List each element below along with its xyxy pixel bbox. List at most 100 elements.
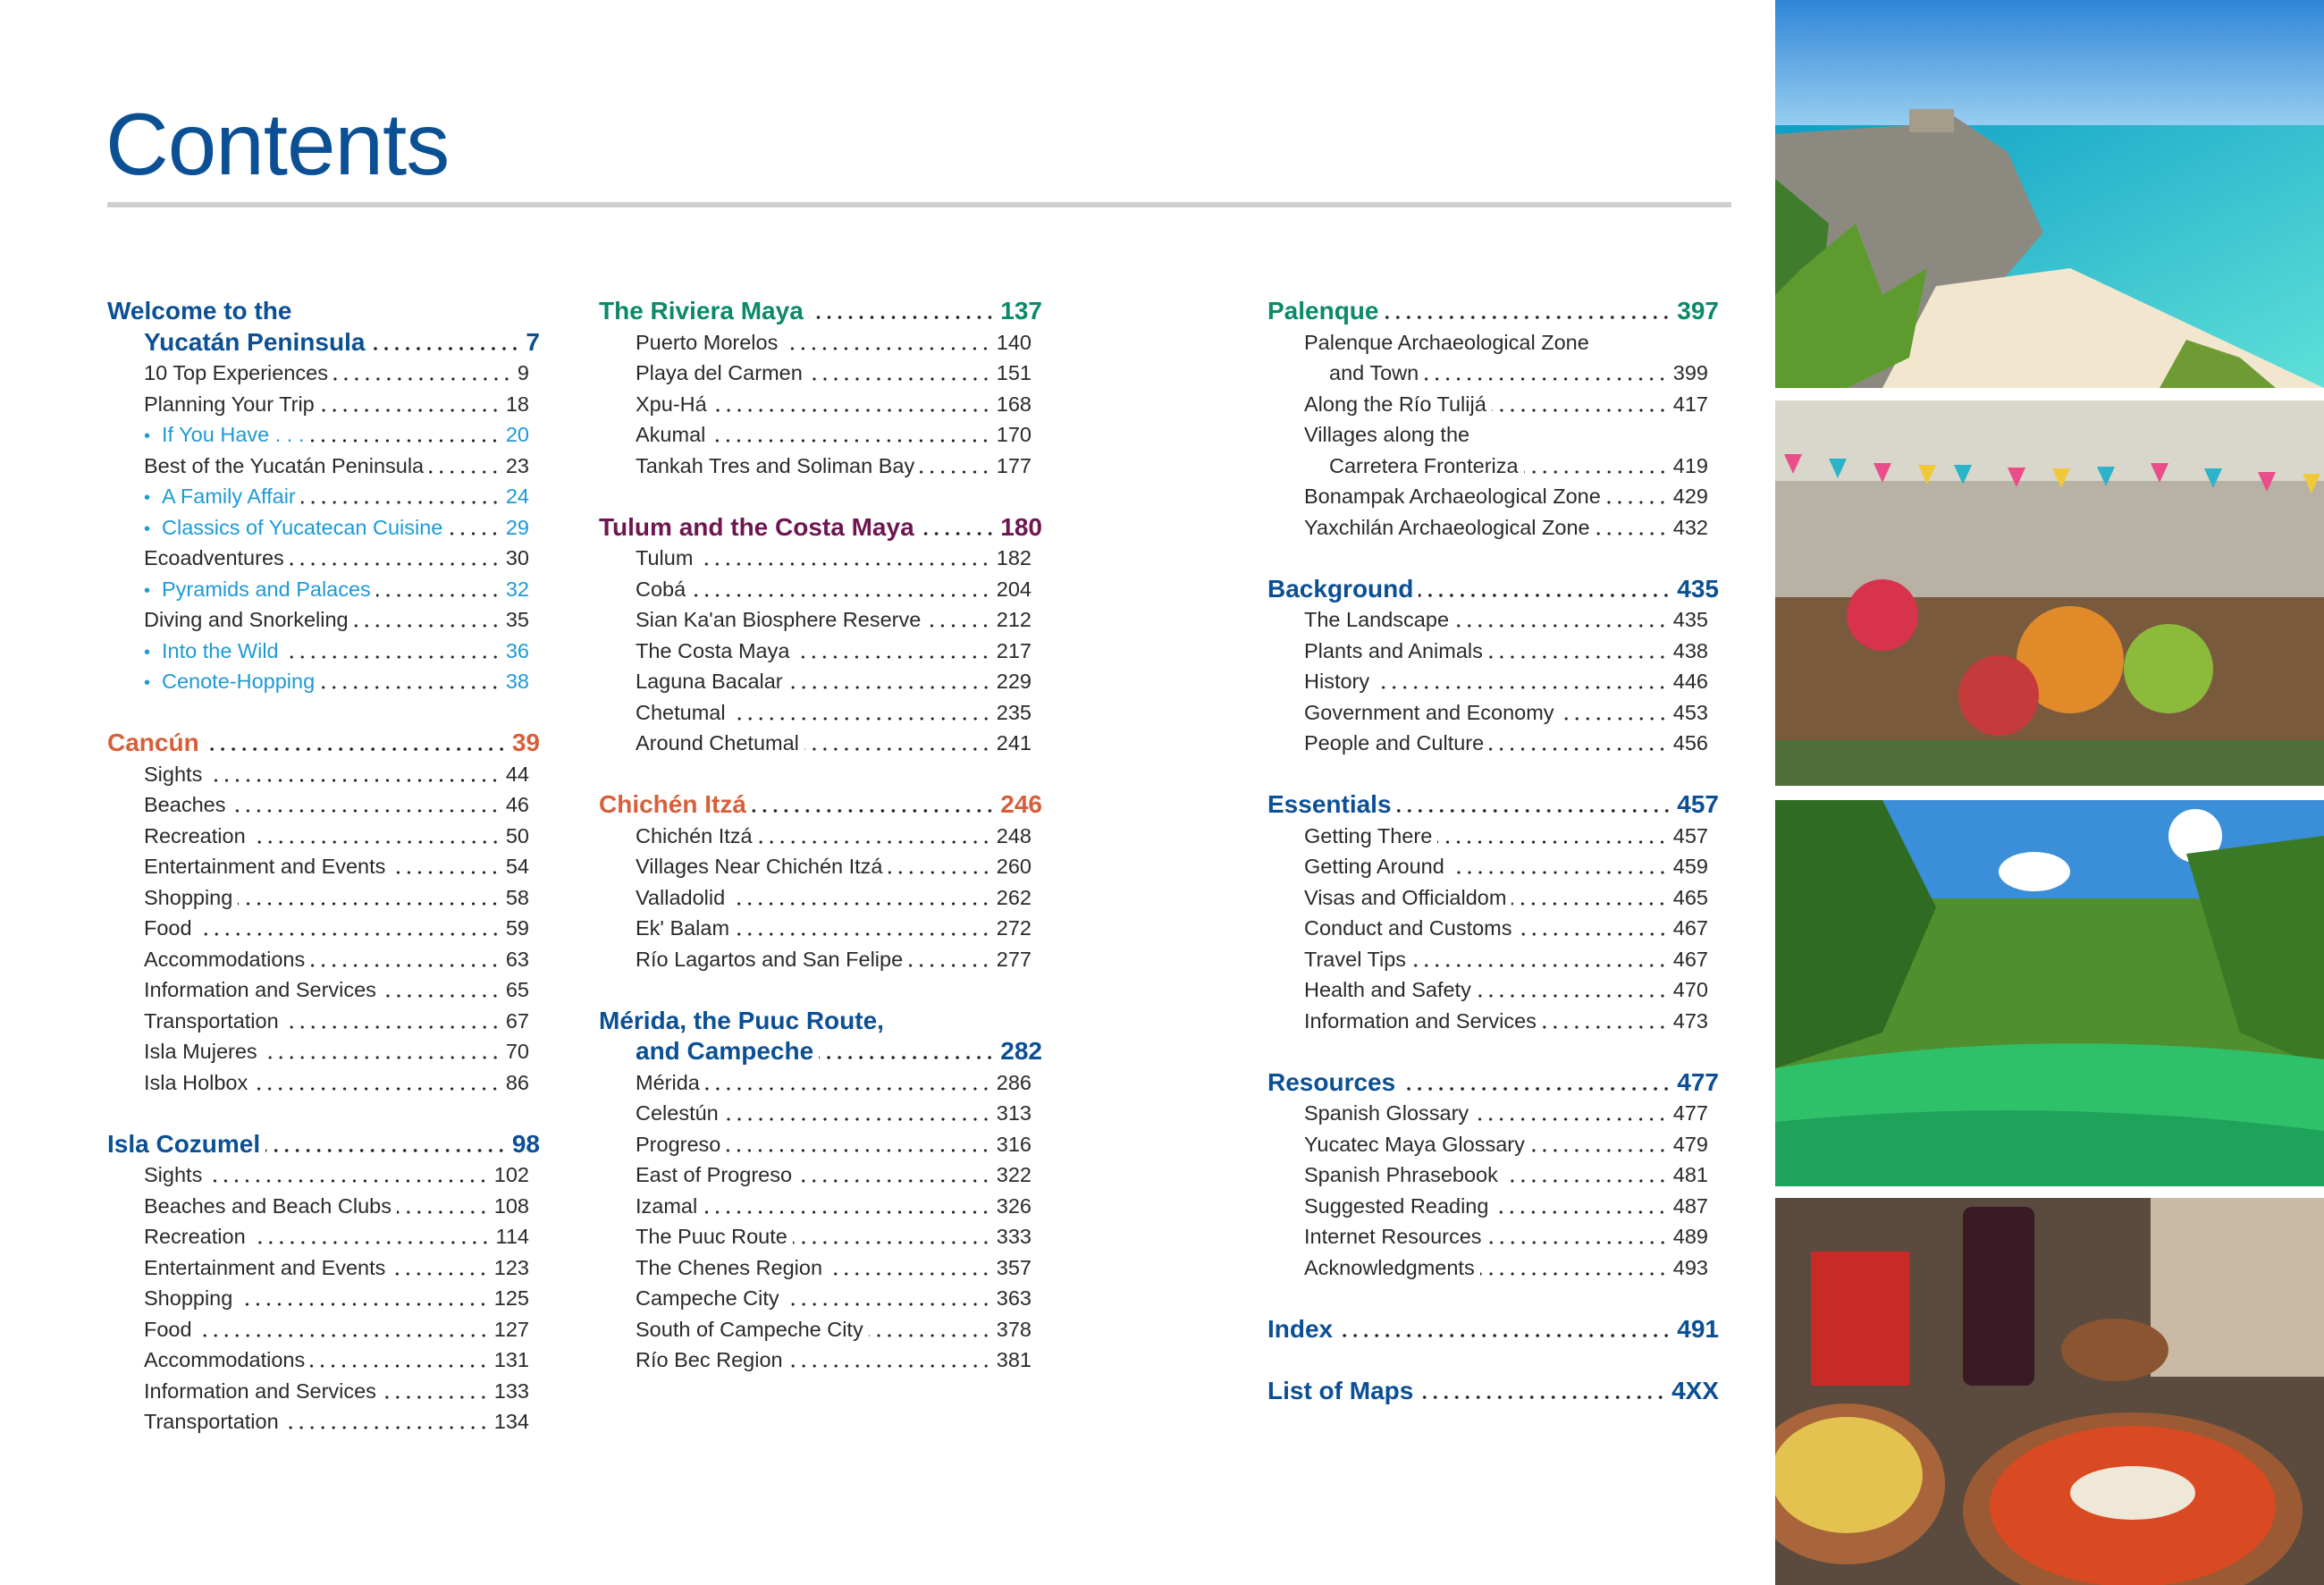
- entry-label[interactable]: People and Culture: [1304, 731, 1485, 755]
- toc-entry[interactable]: Río Lagartos and San Felipe 277: [599, 944, 1042, 975]
- toc-entry[interactable]: Best of the Yucatán Peninsula 23: [107, 451, 540, 482]
- section-title[interactable]: Chichén Itzá: [599, 790, 746, 818]
- entry-label[interactable]: Akumal: [636, 423, 706, 446]
- section-title[interactable]: Mérida, the Puuc Route,: [599, 1006, 884, 1034]
- toc-entry[interactable]: The Landscape 435: [1267, 604, 1719, 636]
- entry-label[interactable]: Izamal: [636, 1193, 698, 1218]
- section-heading[interactable]: Mérida, the Puuc Route,: [599, 1006, 1042, 1037]
- toc-entry[interactable]: The Puuc Route 333: [599, 1221, 1042, 1252]
- toc-entry[interactable]: Food 59: [107, 913, 540, 944]
- entry-label[interactable]: Tulum: [636, 546, 694, 569]
- toc-entry[interactable]: Isla Mujeres 70: [107, 1036, 540, 1067]
- entry-label[interactable]: Puerto Morelos: [636, 330, 779, 354]
- section-title[interactable]: Palenque: [1267, 297, 1379, 325]
- toc-entry[interactable]: Beaches 46: [107, 789, 540, 821]
- toc-entry[interactable]: Entertainment and Events 54: [107, 851, 540, 882]
- entry-label[interactable]: Around Chetumal: [636, 731, 799, 755]
- entry-label[interactable]: Shopping: [144, 1286, 233, 1310]
- toc-entry[interactable]: The Costa Maya 217: [599, 636, 1042, 667]
- entry-label[interactable]: Entertainment and Events: [144, 855, 386, 878]
- entry-label[interactable]: Yucatec Maya Glossary: [1304, 1132, 1525, 1156]
- toc-entry[interactable]: Spanish Phrasebook 481: [1267, 1159, 1719, 1191]
- toc-entry[interactable]: Recreation 50: [107, 821, 540, 852]
- toc-entry[interactable]: Progreso 316: [599, 1129, 1042, 1160]
- entry-label[interactable]: Along the Río Tulijá: [1304, 392, 1486, 416]
- toc-entry[interactable]: Shopping 125: [107, 1283, 540, 1314]
- feature-entry[interactable]: • If You Have . . . 20: [107, 419, 540, 451]
- entry-label[interactable]: Villages Near Chichén Itzá: [636, 855, 883, 878]
- toc-entry[interactable]: People and Culture 456: [1267, 728, 1719, 759]
- entry-label[interactable]: Entertainment and Events: [144, 1255, 386, 1279]
- section-heading[interactable]: Chichén Itzá 246: [599, 789, 1042, 821]
- entry-label[interactable]: Best of the Yucatán Peninsula: [144, 453, 425, 477]
- toc-entry[interactable]: Information and Services 65: [107, 974, 540, 1006]
- toc-entry[interactable]: Accommodations 63: [107, 944, 540, 975]
- section-heading[interactable]: Background 435: [1267, 574, 1719, 605]
- toc-entry[interactable]: Food 127: [107, 1314, 540, 1345]
- entry-label[interactable]: Into the Wild: [162, 638, 279, 662]
- entry-label[interactable]: The Chenes Region: [636, 1255, 823, 1279]
- toc-entry[interactable]: Laguna Bacalar 229: [599, 666, 1042, 697]
- section-title[interactable]: List of Maps: [1267, 1376, 1414, 1404]
- toc-entry[interactable]: Villages Near Chichén Itzá 260: [599, 851, 1042, 882]
- toc-entry[interactable]: Getting There 457: [1267, 821, 1719, 852]
- toc-entry[interactable]: Akumal 170: [599, 419, 1042, 451]
- toc-entry[interactable]: Acknowledgments 493: [1267, 1252, 1719, 1284]
- toc-entry[interactable]: Xpu-Há 168: [599, 389, 1042, 420]
- entry-label[interactable]: Sights: [144, 762, 203, 786]
- toc-entry[interactable]: Suggested Reading 487: [1267, 1191, 1719, 1222]
- toc-entry[interactable]: Cobá 204: [599, 574, 1042, 605]
- entry-label[interactable]: Spanish Glossary: [1304, 1101, 1469, 1125]
- entry-label[interactable]: Mérida: [636, 1070, 700, 1094]
- entry-label[interactable]: Accommodations: [144, 947, 306, 971]
- entry-label[interactable]: Recreation: [144, 823, 246, 847]
- entry-label[interactable]: Acknowledgments: [1304, 1255, 1475, 1279]
- toc-entry[interactable]: Getting Around 459: [1267, 851, 1719, 882]
- entry-label[interactable]: Health and Safety: [1304, 978, 1471, 1001]
- section-heading[interactable]: Tulum and the Costa Maya 180: [599, 512, 1042, 544]
- toc-entry[interactable]: Ek' Balam 272: [599, 913, 1042, 944]
- toc-entry[interactable]: Planning Your Trip 18: [107, 389, 540, 420]
- toc-entry[interactable]: Chichén Itzá 248: [599, 821, 1042, 852]
- toc-entry[interactable]: Visas and Officialdom 465: [1267, 882, 1719, 914]
- entry-label[interactable]: The Costa Maya: [636, 638, 790, 662]
- section-heading[interactable]: Isla Cozumel 98: [107, 1129, 540, 1160]
- toc-entry[interactable]: Plants and Animals 438: [1267, 636, 1719, 667]
- entry-label[interactable]: Information and Services: [1304, 1008, 1537, 1033]
- toc-entry[interactable]: Shopping 58: [107, 882, 540, 914]
- entry-label[interactable]: Shopping: [144, 885, 233, 909]
- entry-label[interactable]: Food: [144, 916, 192, 940]
- section-heading[interactable]: Yucatán Peninsula 7: [107, 327, 540, 358]
- toc-entry[interactable]: Yaxchilán Archaeological Zone 432: [1267, 512, 1719, 544]
- section-heading[interactable]: Welcome to the: [107, 296, 540, 327]
- entry-label[interactable]: Río Bec Region: [636, 1348, 783, 1371]
- entry-label[interactable]: The Puuc Route: [636, 1225, 787, 1248]
- entry-label[interactable]: Beaches: [144, 793, 226, 816]
- entry-label[interactable]: Cenote-Hopping: [162, 670, 316, 693]
- entry-label[interactable]: Cobá: [636, 577, 686, 601]
- entry-label[interactable]: 10 Top Experiences: [144, 361, 328, 384]
- entry-label[interactable]: Campeche City: [636, 1286, 779, 1310]
- toc-entry[interactable]: Internet Resources 489: [1267, 1221, 1719, 1252]
- toc-entry[interactable]: Transportation 134: [107, 1406, 540, 1437]
- entry-label[interactable]: Diving and Snorkeling: [144, 608, 349, 631]
- entry-label[interactable]: Spanish Phrasebook: [1304, 1163, 1498, 1186]
- entry-label[interactable]: Progreso: [636, 1132, 721, 1156]
- toc-entry[interactable]: Isla Holbox 86: [107, 1067, 540, 1099]
- toc-entry[interactable]: East of Progreso 322: [599, 1159, 1042, 1191]
- entry-label[interactable]: Recreation: [144, 1225, 246, 1248]
- feature-entry[interactable]: • Pyramids and Palaces 32: [107, 574, 540, 605]
- toc-entry-continuation[interactable]: and Town 399: [1267, 358, 1719, 389]
- entry-label[interactable]: Internet Resources: [1304, 1225, 1482, 1248]
- entry-label[interactable]: Playa del Carmen: [636, 361, 803, 384]
- toc-entry[interactable]: Valladolid 262: [599, 882, 1042, 914]
- toc-entry[interactable]: Health and Safety 470: [1267, 974, 1719, 1006]
- toc-entry[interactable]: Playa del Carmen 151: [599, 358, 1042, 389]
- toc-entry[interactable]: Recreation 114: [107, 1221, 540, 1252]
- toc-entry[interactable]: Villages along the: [1267, 419, 1719, 451]
- entry-label[interactable]: Getting Around: [1304, 855, 1444, 878]
- entry-label[interactable]: Palenque Archaeological Zone: [1304, 330, 1589, 354]
- toc-entry[interactable]: Palenque Archaeological Zone: [1267, 327, 1719, 358]
- entry-label[interactable]: Visas and Officialdom: [1304, 885, 1507, 909]
- section-title[interactable]: The Riviera Maya: [599, 297, 804, 325]
